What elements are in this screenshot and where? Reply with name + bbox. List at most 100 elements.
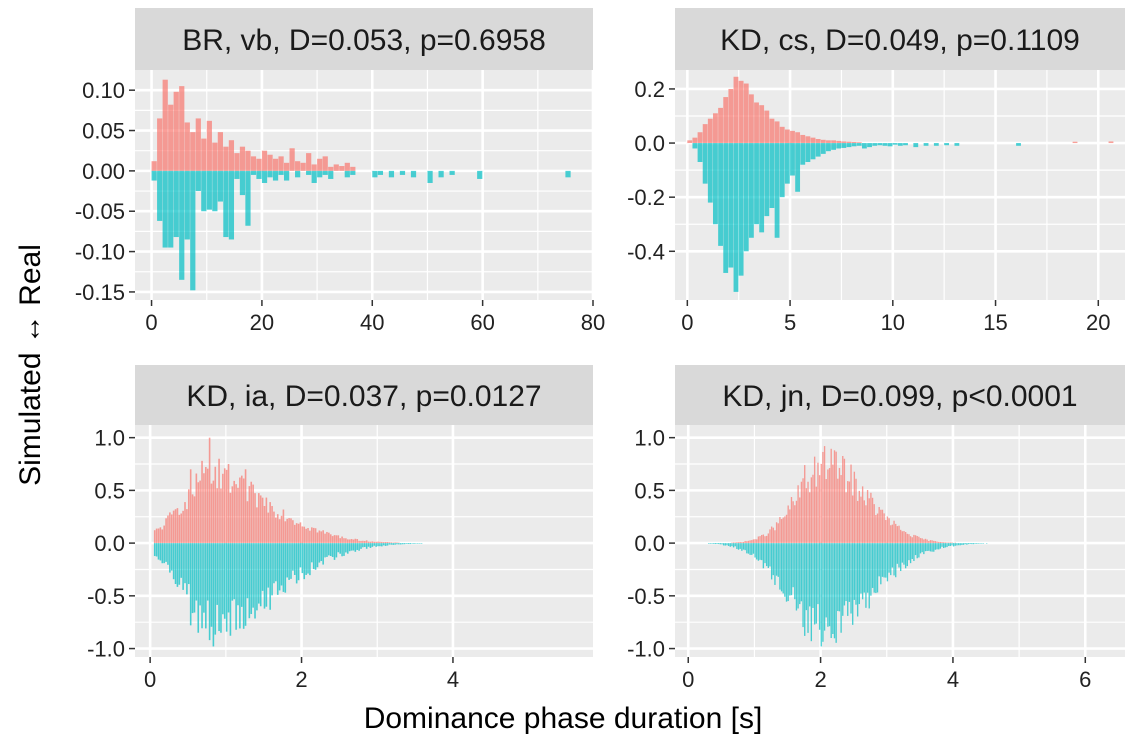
- bar-simulated: [727, 543, 730, 546]
- y-tick-label: 0.0: [94, 531, 125, 556]
- bar-real: [742, 541, 745, 544]
- y-tick-label: 0.5: [94, 478, 125, 503]
- bar-simulated: [810, 543, 813, 642]
- bar-simulated: [903, 143, 908, 146]
- y-tick-label: 0.05: [82, 119, 125, 144]
- bar-simulated: [293, 543, 296, 575]
- bar-real: [379, 541, 381, 544]
- bar-simulated: [399, 543, 402, 545]
- bar-real: [687, 140, 693, 144]
- bar-real: [845, 492, 847, 544]
- series-simulated: [708, 543, 988, 647]
- bar-real: [830, 448, 832, 544]
- bar-simulated: [718, 143, 723, 246]
- y-axis-title: Simulated ↔ Real: [14, 244, 47, 486]
- bar-real: [153, 530, 156, 544]
- bar-simulated: [880, 543, 882, 585]
- bar-real: [157, 118, 163, 171]
- bar-real: [754, 539, 756, 544]
- bar-real: [377, 541, 379, 544]
- bar-real: [861, 486, 864, 544]
- bar-simulated: [220, 543, 222, 633]
- x-tick-label: 60: [470, 310, 494, 335]
- bar-real: [906, 533, 908, 544]
- bar-real: [810, 477, 813, 544]
- bar-real: [769, 529, 771, 544]
- bar-simulated: [772, 543, 774, 576]
- bar-simulated: [375, 543, 377, 547]
- bar-real: [252, 484, 254, 544]
- bar-simulated: [921, 543, 923, 553]
- bar-real: [795, 132, 801, 144]
- bar-real: [746, 541, 748, 544]
- bar-simulated: [386, 543, 389, 546]
- bar-simulated: [954, 543, 956, 546]
- bar-simulated: [867, 143, 872, 148]
- bar-simulated: [206, 170, 212, 210]
- bar-simulated: [748, 143, 754, 238]
- bar-simulated: [843, 543, 846, 606]
- bar-real: [807, 481, 809, 544]
- bar-simulated: [900, 543, 902, 572]
- bar-real: [184, 122, 190, 171]
- bar-real: [329, 534, 332, 544]
- bar-simulated: [966, 543, 968, 545]
- bar-simulated: [305, 543, 307, 575]
- bar-simulated: [936, 543, 938, 550]
- bar-simulated: [388, 170, 395, 178]
- bar-real: [739, 541, 741, 544]
- series-real: [153, 437, 400, 544]
- bar-real: [737, 542, 740, 544]
- bar-simulated: [856, 143, 862, 146]
- y-tick-label: 0.0: [634, 131, 665, 156]
- bar-simulated: [371, 543, 374, 547]
- bar-simulated: [767, 543, 770, 568]
- bar-simulated: [331, 543, 334, 557]
- bar-real: [305, 528, 307, 544]
- bar-real: [900, 529, 902, 544]
- bar-simulated: [324, 543, 326, 558]
- bar-simulated: [713, 543, 715, 544]
- bar-real: [934, 541, 937, 544]
- bar-real: [337, 535, 340, 544]
- bar-simulated: [883, 543, 885, 578]
- bar-real: [278, 519, 281, 544]
- bar-simulated: [377, 543, 379, 547]
- bar-real: [1072, 141, 1078, 144]
- bar-simulated: [759, 543, 761, 560]
- bar-simulated: [168, 170, 174, 248]
- bar-simulated: [896, 543, 899, 564]
- bar-simulated: [263, 543, 266, 609]
- bar-real: [723, 97, 729, 144]
- bar-real: [903, 531, 905, 544]
- bar-real: [802, 478, 804, 544]
- bar-simulated: [904, 543, 907, 569]
- bar-simulated: [928, 543, 930, 551]
- bar-simulated: [952, 543, 955, 547]
- bar-simulated: [239, 170, 246, 196]
- bar-simulated: [739, 543, 741, 549]
- bar-real: [398, 542, 400, 544]
- bar-simulated: [250, 543, 253, 615]
- bar-real: [195, 118, 201, 171]
- panel-2: KD, cs, D=0.049, p=0.1109 0.2 0.0 -0.2 -0.4 0…: [627, 8, 1125, 335]
- bar-real: [324, 533, 326, 544]
- bar-real: [754, 102, 759, 144]
- x-tick-label: 2: [814, 667, 826, 692]
- bar-simulated: [410, 170, 417, 178]
- bar-simulated: [193, 543, 196, 613]
- bar-real: [718, 107, 723, 144]
- bar-simulated: [312, 543, 315, 570]
- bar-simulated: [943, 543, 945, 549]
- bar-simulated: [711, 543, 713, 544]
- bar-real: [392, 542, 394, 544]
- bar-simulated: [320, 543, 323, 562]
- bar-real: [350, 166, 356, 171]
- bar-simulated: [914, 543, 917, 556]
- bar-real: [199, 480, 201, 544]
- bar-real: [898, 525, 900, 544]
- bar-simulated: [159, 543, 162, 561]
- bar-real: [757, 536, 760, 544]
- bar-simulated: [817, 543, 819, 605]
- bar-simulated: [722, 543, 725, 546]
